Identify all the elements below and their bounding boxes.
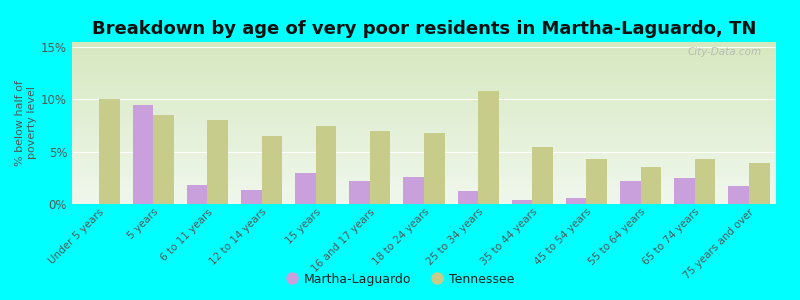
Bar	[154, 115, 174, 204]
Bar	[207, 120, 228, 204]
Bar	[370, 131, 390, 204]
Bar	[512, 200, 532, 204]
Text: City-Data.com: City-Data.com	[688, 47, 762, 57]
Bar	[728, 186, 749, 204]
Bar	[620, 181, 641, 204]
Bar	[262, 136, 282, 204]
Bar	[424, 133, 445, 204]
Bar	[641, 167, 661, 204]
Bar	[532, 146, 553, 204]
Bar	[674, 178, 694, 204]
Bar	[749, 163, 770, 204]
Title: Breakdown by age of very poor residents in Martha-Laguardo, TN: Breakdown by age of very poor residents …	[92, 20, 756, 38]
Y-axis label: % below half of
poverty level: % below half of poverty level	[15, 80, 37, 166]
Bar	[99, 100, 120, 204]
Bar	[133, 105, 154, 204]
Bar	[694, 159, 715, 204]
Bar	[586, 159, 607, 204]
Bar	[295, 172, 316, 204]
Bar	[241, 190, 262, 204]
Bar	[458, 191, 478, 204]
Bar	[316, 126, 336, 204]
Bar	[403, 177, 424, 204]
Bar	[478, 91, 498, 204]
Bar	[350, 181, 370, 204]
Legend: Martha-Laguardo, Tennessee: Martha-Laguardo, Tennessee	[281, 268, 519, 291]
Bar	[187, 185, 207, 204]
Bar	[566, 198, 586, 204]
